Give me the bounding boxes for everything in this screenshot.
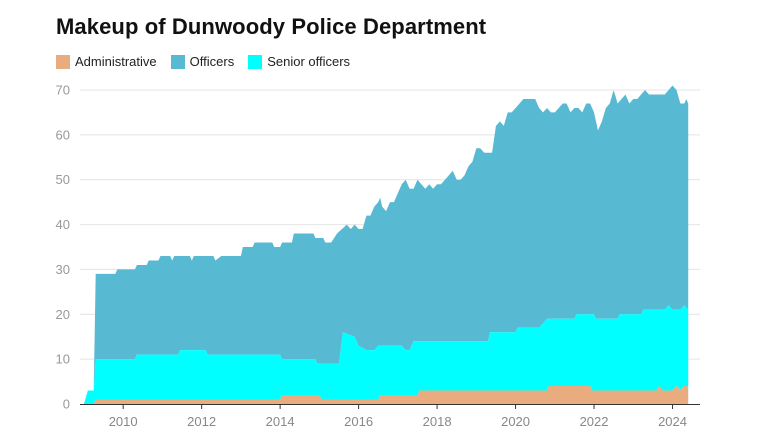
legend-label-senior-officers: Senior officers	[267, 54, 351, 69]
y-tick-label-30: 30	[56, 262, 70, 277]
area-senior-officers	[83, 305, 689, 404]
y-tick-label-60: 60	[56, 127, 70, 142]
x-tick-label-2014: 2014	[266, 414, 295, 429]
y-tick-label-70: 70	[56, 83, 70, 98]
y-tick-label-50: 50	[56, 172, 70, 187]
x-tick-label-2016: 2016	[344, 414, 373, 429]
area-administrative	[83, 386, 689, 404]
legend-item-officers[interactable]: Officers	[170, 54, 235, 69]
y-tick-label-10: 10	[56, 352, 70, 367]
legend-swatch-senior-officers	[248, 54, 263, 69]
legend-swatch-officers	[170, 54, 185, 69]
x-tick-label-2010: 2010	[109, 414, 138, 429]
legend-item-senior-officers[interactable]: Senior officers	[248, 54, 350, 69]
x-tick-label-2024: 2024	[658, 414, 687, 429]
x-tick-label-2018: 2018	[423, 414, 452, 429]
chart-title: Makeup of Dunwoody Police Department	[56, 14, 487, 39]
y-tick-label-20: 20	[56, 307, 70, 322]
y-tick-label-0: 0	[63, 397, 70, 412]
x-tick-label-2012: 2012	[187, 414, 216, 429]
legend-swatch-administrative	[56, 54, 70, 69]
legend-label-officers: Officers	[189, 54, 235, 69]
legend-label-administrative: Administrative	[75, 54, 157, 69]
x-tick-label-2020: 2020	[501, 414, 530, 429]
x-tick-label-2022: 2022	[580, 414, 609, 429]
legend-item-administrative[interactable]: Administrative	[56, 54, 157, 69]
y-tick-label-40: 40	[56, 217, 70, 232]
chart-legend: Administrative Officers Senior officers	[56, 54, 364, 69]
area-officers	[83, 85, 689, 404]
